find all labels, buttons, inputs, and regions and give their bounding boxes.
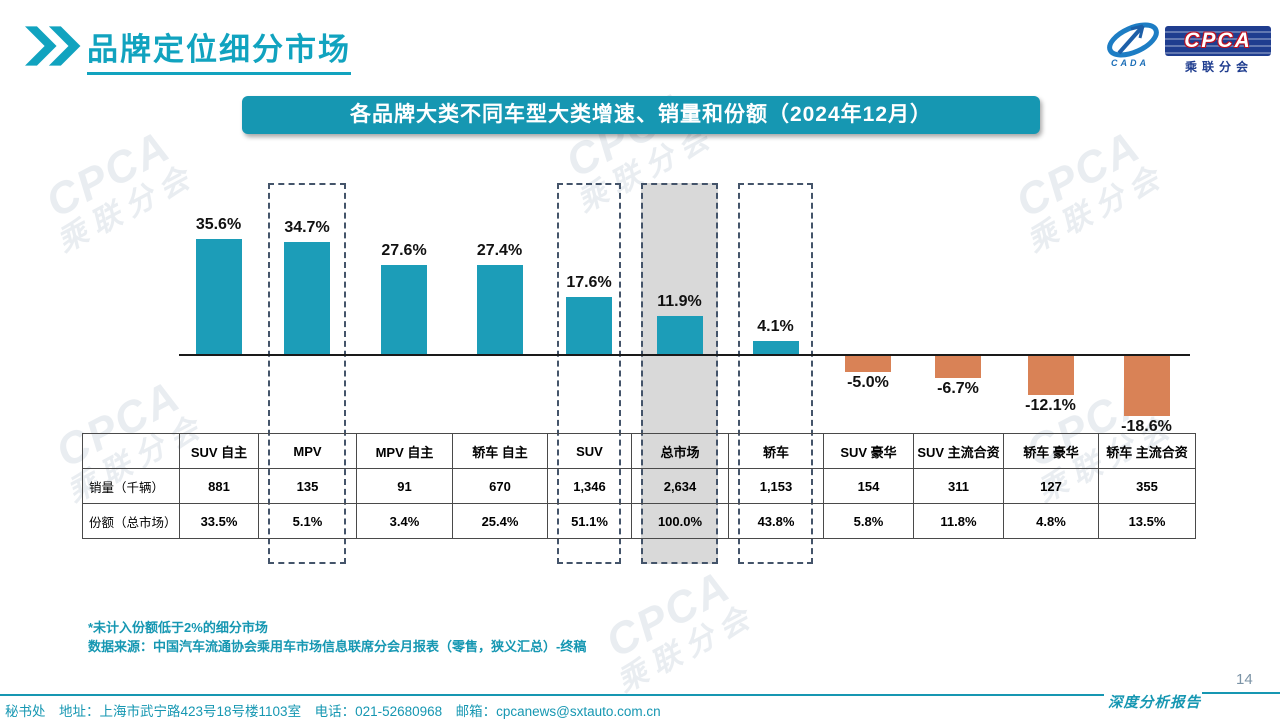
cpca-swoosh-icon [1105, 20, 1161, 65]
highlight-box [738, 183, 813, 564]
table-cell: 11.8% [913, 503, 1004, 539]
footer-contact: 秘书处 地址：上海市武宁路423号18号楼1103室 电话：021-526809… [5, 704, 661, 719]
table-header-cell: MPV [258, 433, 357, 469]
table-corner-cell [82, 433, 180, 469]
chart-bar [381, 265, 427, 354]
table-header-cell: 轿车 主流合资 [1098, 433, 1196, 469]
bar-value-label: 35.6% [195, 216, 242, 233]
chart-bar [935, 356, 981, 378]
table-cell: 355 [1098, 468, 1196, 504]
table-cell: 5.1% [258, 503, 357, 539]
table-cell: 127 [1003, 468, 1099, 504]
table-header-cell: SUV 豪华 [823, 433, 914, 469]
table-header-cell: 轿车 [728, 433, 824, 469]
table-cell: 3.4% [356, 503, 453, 539]
table-cell: 13.5% [1098, 503, 1196, 539]
market-data-table: SUV 自主 MPV MPV 自主 轿车 自主 SUV 总市场 轿车 SUV 豪华 SUV 主流… [82, 433, 1196, 539]
bar-value-label: -12.1% [1025, 397, 1076, 414]
table-cell: 2,634 [631, 468, 729, 504]
table-cell: 43.8% [728, 503, 824, 539]
footer-rule [0, 694, 1104, 696]
chart-bar [656, 316, 703, 354]
chart-bar [284, 242, 330, 354]
table-cell: 4.8% [1003, 503, 1099, 539]
page-number: 14 [1236, 671, 1253, 688]
bar-value-label: 27.4% [476, 242, 523, 259]
highlight-box [557, 183, 621, 564]
chart-bar [845, 356, 891, 372]
table-cell: 51.1% [547, 503, 632, 539]
table-header-cell: MPV 自主 [356, 433, 453, 469]
page-title: 品牌定位细分市场 [87, 24, 351, 75]
chart-bar [1123, 356, 1170, 416]
table-cell: 5.8% [823, 503, 914, 539]
footer-rule-right [1202, 692, 1280, 694]
table-row-label: 份额（总市场） [82, 503, 180, 539]
cada-text: CADA [1111, 58, 1149, 68]
table-cell: 25.4% [452, 503, 548, 539]
bar-value-label: 27.6% [381, 242, 427, 259]
chart-bar [476, 265, 523, 354]
bar-value-label: 4.1% [757, 318, 794, 335]
chart-bar [752, 341, 799, 354]
x-axis-line [179, 354, 1190, 356]
cpca-box: CPCA [1165, 26, 1271, 56]
table-header-cell: 轿车 豪华 [1003, 433, 1099, 469]
chart-bar [195, 239, 242, 354]
table-cell: 100.0% [631, 503, 729, 539]
table-row-label: 销量（千辆） [82, 468, 180, 504]
cpca-subtitle: 乘联分会 [1184, 60, 1253, 74]
report-type-label: 深度分析报告 [1108, 695, 1201, 711]
table-header-cell: 轿车 自主 [452, 433, 548, 469]
chart-bar [1027, 356, 1074, 395]
bar-value-label: 17.6% [566, 274, 612, 291]
table-cell: 881 [179, 468, 259, 504]
table-cell: 1,153 [728, 468, 824, 504]
table-header-cell: SUV 主流合资 [913, 433, 1004, 469]
footnote-source: 数据来源：中国汽车流通协会乘用车市场信息联席分会月报表（零售，狭义汇总）-终稿 [88, 639, 587, 654]
bar-value-label: 34.7% [284, 219, 330, 236]
cpca-text: CPCA [1184, 29, 1252, 52]
table-header-cell: 总市场 [631, 433, 729, 469]
bar-value-label: -6.7% [937, 380, 979, 397]
bar-value-label: -5.0% [847, 374, 889, 391]
table-cell: 1,346 [547, 468, 632, 504]
bar-value-label: 11.9% [657, 293, 702, 310]
double-chevron-icon [25, 23, 83, 74]
footnote-exclusion: *未计入份额低于2%的细分市场 [88, 620, 268, 635]
table-header-cell: SUV [547, 433, 632, 469]
table-cell: 670 [452, 468, 548, 504]
highlight-box [268, 183, 346, 564]
footnotes: *未计入份额低于2%的细分市场 数据来源：中国汽车流通协会乘用车市场信息联席分会… [88, 618, 586, 656]
table-cell: 311 [913, 468, 1004, 504]
table-cell: 91 [356, 468, 453, 504]
table-cell: 154 [823, 468, 914, 504]
bar-value-label: -18.6% [1121, 418, 1172, 435]
table-cell: 135 [258, 468, 357, 504]
chart-title-banner: 各品牌大类不同车型大类增速、销量和份额（2024年12月） [242, 96, 1040, 134]
cpca-logo: CADA CPCA 乘联分会 [1105, 16, 1275, 74]
chart-bar [566, 297, 612, 354]
table-cell: 33.5% [179, 503, 259, 539]
table-header-cell: SUV 自主 [179, 433, 259, 469]
